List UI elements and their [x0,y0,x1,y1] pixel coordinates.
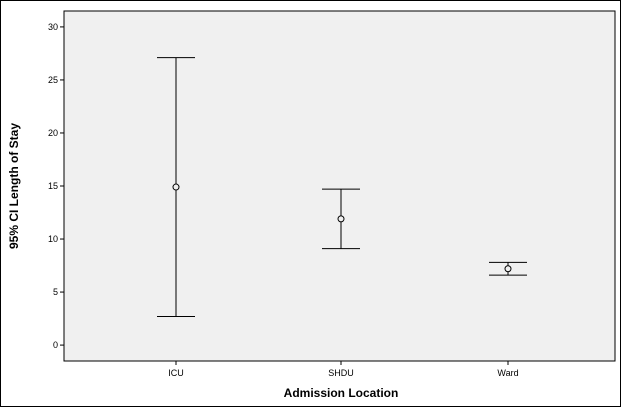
mean-marker [172,183,180,191]
y-axis-title: 95% CI Length of Stay [7,123,21,249]
x-tick-label: ICU [168,368,184,378]
y-tick-label: 5 [53,287,58,297]
error-bar-icu [157,57,195,317]
y-tick-label: 10 [48,234,58,244]
y-tick-label: 20 [48,128,58,138]
x-axis-title: Admission Location [284,386,399,400]
x-tick-label: Ward [497,368,518,378]
y-axis: 0 5 10 15 20 25 30 [48,22,64,350]
plot-area [63,10,616,362]
y-tick-label: 0 [53,340,58,350]
mean-marker [337,215,345,223]
error-bar-shdu [322,188,360,250]
mean-marker [504,265,512,273]
x-axis: ICU SHDU Ward [168,361,519,378]
y-tick-label: 25 [48,75,58,85]
error-bar-ward [489,261,527,276]
x-tick-label: SHDU [328,368,354,378]
y-tick-label: 15 [48,181,58,191]
error-bars [157,57,527,317]
y-tick-label: 30 [48,22,58,32]
